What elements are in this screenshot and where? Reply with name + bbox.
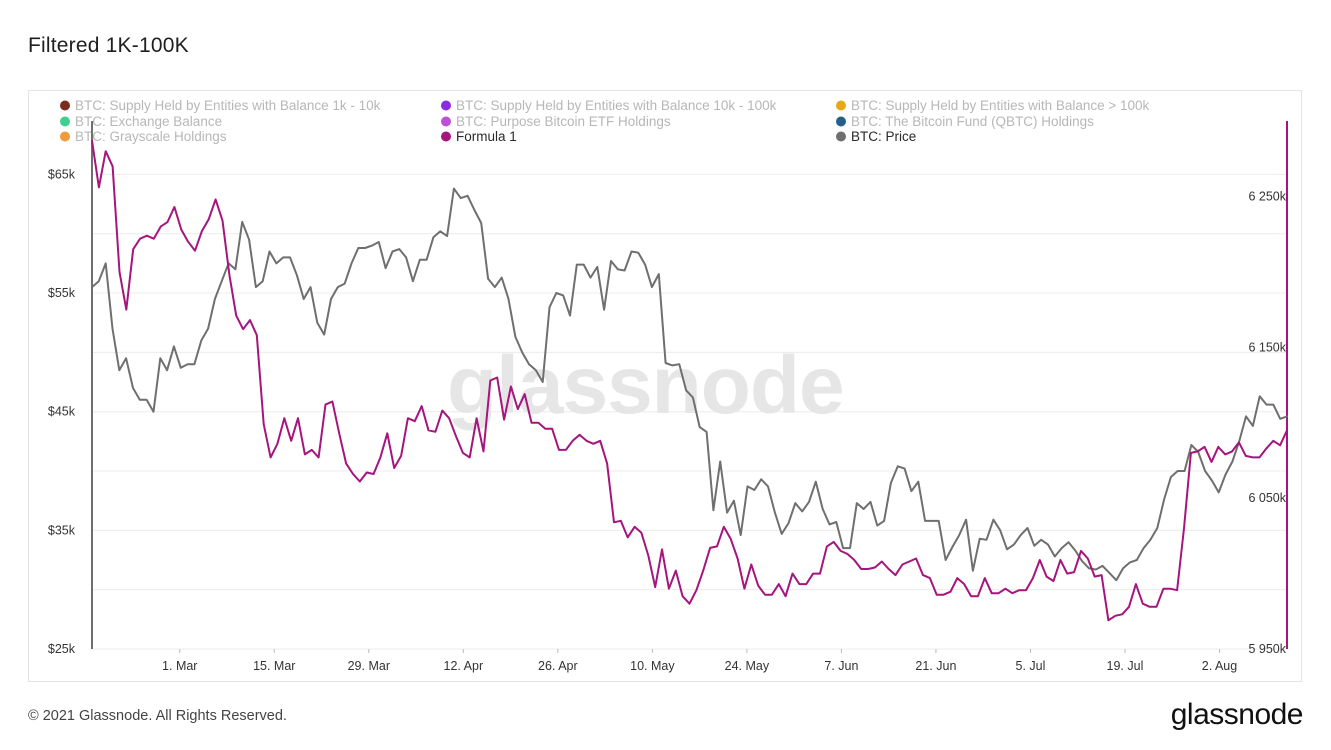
x-axis-tick-label: 10. May (630, 659, 675, 673)
legend-label: BTC: Supply Held by Entities with Balanc… (75, 98, 381, 113)
gridlines (92, 173, 1287, 650)
right-axis: 5 950k 6 050k 6 150k 6 250k (1248, 121, 1288, 656)
legend-swatch (836, 131, 846, 142)
legend-swatch (836, 116, 846, 127)
watermark-text: glassnode (447, 340, 844, 431)
legend-label: BTC: Exchange Balance (75, 114, 222, 129)
x-axis-tick-label: 26. Apr (538, 659, 578, 673)
chart-title: Filtered 1K-100K (28, 34, 189, 57)
legend-label: BTC: Supply Held by Entities with Balanc… (851, 98, 1150, 113)
formula-1-line[interactable] (91, 139, 1288, 622)
chart-frame: glassnode BTC: Supply Held by Entities w… (28, 90, 1302, 682)
legend-item[interactable]: BTC: Price (836, 129, 916, 144)
left-axis-tick-label: $55k (48, 286, 76, 300)
legend-item[interactable]: BTC: Exchange Balance (60, 114, 222, 129)
legend-item[interactable]: BTC: The Bitcoin Fund (QBTC) Holdings (836, 114, 1094, 129)
legend-item[interactable]: BTC: Supply Held by Entities with Balanc… (60, 98, 381, 113)
x-axis-tick-label: 7. Jun (824, 659, 858, 673)
left-axis-tick-label: $65k (48, 167, 76, 181)
chart-svg: glassnode BTC: Supply Held by Entities w… (48, 98, 1288, 673)
x-axis-tick-label: 21. Jun (915, 659, 956, 673)
legend-label: BTC: Price (851, 129, 916, 144)
legend-label: BTC: Grayscale Holdings (75, 129, 227, 144)
legend-label: BTC: Supply Held by Entities with Balanc… (456, 98, 777, 113)
x-axis-tick-label: 15. Mar (253, 659, 295, 673)
legend-swatch (60, 100, 70, 111)
legend-item[interactable]: BTC: Supply Held by Entities with Balanc… (836, 98, 1150, 113)
legend-swatch (60, 116, 70, 127)
left-axis: $25k $35k $45k $55k $65k (48, 121, 93, 656)
left-axis-tick-label: $25k (48, 642, 76, 656)
right-axis-tick-label: 5 950k (1248, 642, 1286, 656)
glassnode-logo[interactable]: glassnode (1170, 698, 1304, 731)
legend-item[interactable]: Formula 1 (441, 129, 517, 144)
left-axis-tick-label: $35k (48, 523, 76, 537)
legend-item[interactable]: BTC: Grayscale Holdings (60, 129, 227, 144)
footer-copyright: © 2021 Glassnode. All Rights Reserved. (28, 708, 287, 724)
legend-swatch (441, 100, 451, 111)
x-axis-tick-label: 19. Jul (1107, 659, 1144, 673)
legend-swatch (836, 100, 846, 111)
x-axis-tick-label: 5. Jul (1016, 659, 1046, 673)
right-axis-tick-label: 6 250k (1248, 189, 1286, 203)
x-axis-tick-label: 12. Apr (444, 659, 484, 673)
x-axis-tick-label: 29. Mar (348, 659, 390, 673)
right-axis-tick-label: 6 050k (1248, 491, 1286, 505)
legend-label: BTC: The Bitcoin Fund (QBTC) Holdings (851, 114, 1094, 129)
x-axis: 1. Mar 15. Mar 29. Mar 12. Apr 26. Apr 10. Ma… (162, 649, 1237, 673)
legend-swatch (441, 116, 451, 127)
legend: BTC: Supply Held by Entities with Balanc… (60, 98, 1150, 144)
x-axis-tick-label: 2. Aug (1202, 659, 1237, 673)
legend-swatch (441, 131, 451, 142)
legend-item[interactable]: BTC: Supply Held by Entities with Balanc… (441, 98, 777, 113)
right-axis-tick-label: 6 150k (1248, 340, 1286, 354)
series (91, 139, 1288, 622)
btc-price-line[interactable] (91, 187, 1288, 582)
legend-label: BTC: Purpose Bitcoin ETF Holdings (456, 114, 671, 129)
x-axis-tick-label: 1. Mar (162, 659, 197, 673)
left-axis-tick-label: $45k (48, 405, 76, 419)
legend-swatch (60, 131, 70, 142)
legend-item[interactable]: BTC: Purpose Bitcoin ETF Holdings (441, 114, 671, 129)
legend-label: Formula 1 (456, 129, 517, 144)
x-axis-tick-label: 24. May (725, 659, 770, 673)
